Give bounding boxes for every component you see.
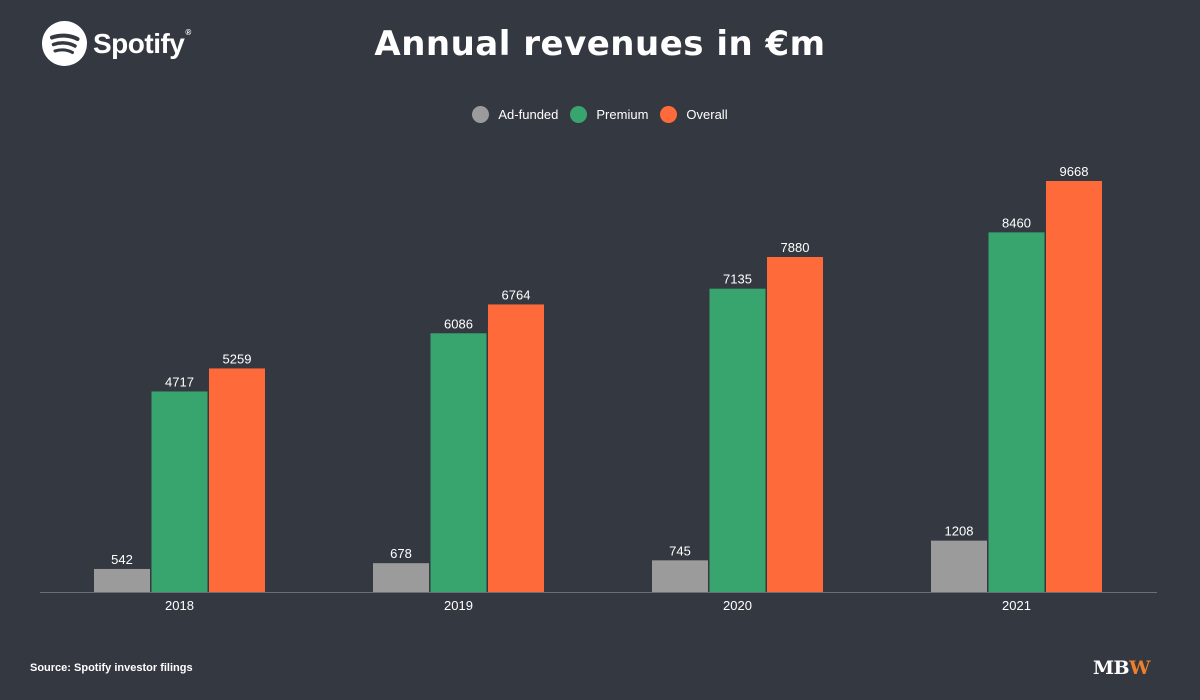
data-label-ad-funded-2019: 678 (390, 546, 412, 561)
bar-overall-2018 (209, 368, 265, 592)
brand-name: Spotify® (93, 27, 191, 59)
source-note: Source: Spotify investor filings (30, 662, 193, 674)
bar-overall-2020 (767, 257, 823, 592)
data-label-overall-2018: 5259 (223, 351, 252, 366)
chart-title: Annual revenues in €m (374, 24, 826, 64)
legend-label-overall: Overall (686, 107, 728, 122)
data-label-ad-funded-2021: 1208 (945, 524, 974, 539)
chart-legend: Ad-funded Premium Overall (0, 106, 1200, 123)
bar-ad-funded-2019 (373, 563, 429, 592)
x-tick-label-2018: 2018 (165, 598, 194, 613)
x-tick-label-2019: 2019 (444, 598, 473, 613)
x-tick-label-2020: 2020 (723, 598, 752, 613)
legend-swatch-premium (570, 106, 588, 123)
data-label-premium-2020: 7135 (723, 272, 752, 287)
legend-swatch-overall (660, 106, 678, 123)
data-label-premium-2018: 4717 (165, 374, 194, 389)
mbw-logo-w: W (1129, 657, 1150, 679)
legend-item-premium: Premium (570, 106, 648, 123)
x-tick-label-2021: 2021 (1002, 598, 1031, 613)
data-label-overall-2021: 9668 (1060, 164, 1089, 179)
registered-mark: ® (185, 27, 191, 37)
data-label-premium-2021: 8460 (1002, 215, 1031, 230)
data-label-overall-2020: 7880 (781, 240, 810, 255)
data-label-premium-2019: 6086 (444, 316, 473, 331)
bar-premium-2020 (709, 288, 766, 592)
bar-premium-2019 (430, 333, 487, 592)
bar-ad-funded-2020 (652, 560, 708, 592)
bar-ad-funded-2018 (94, 568, 150, 592)
legend-label-ad-funded: Ad-funded (498, 107, 559, 122)
data-label-overall-2019: 6764 (502, 287, 531, 302)
bar-premium-2021 (988, 232, 1045, 592)
legend-item-overall: Overall (660, 106, 728, 123)
data-label-ad-funded-2018: 542 (111, 552, 133, 567)
data-label-ad-funded-2020: 745 (669, 543, 691, 558)
legend-item-ad-funded: Ad-funded (472, 106, 558, 123)
mbw-logo-mb: MB (1093, 657, 1130, 679)
bar-overall-2019 (488, 304, 544, 592)
bar-ad-funded-2021 (931, 540, 987, 592)
legend-label-premium: Premium (596, 107, 649, 122)
spotify-logo: Spotify® (42, 21, 191, 66)
bar-premium-2018 (151, 391, 208, 592)
spotify-icon (42, 21, 87, 66)
bar-overall-2021 (1046, 181, 1102, 592)
mbw-logo: MBW (1093, 657, 1150, 679)
legend-swatch-ad-funded (472, 106, 490, 123)
